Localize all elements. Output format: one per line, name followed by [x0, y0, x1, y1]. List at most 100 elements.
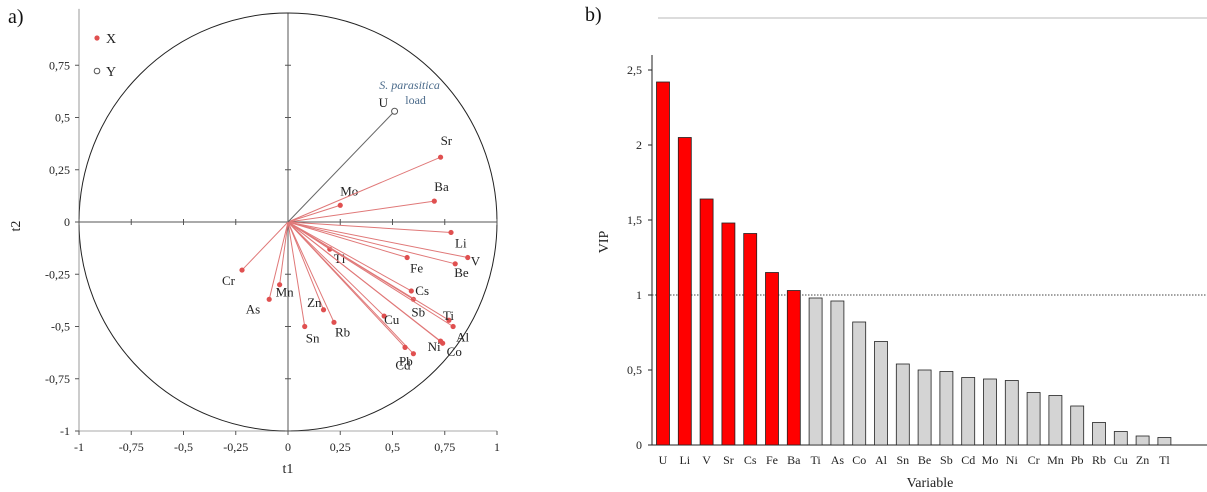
loading-line-cu — [287, 221, 385, 317]
loading-label-cs: Cs — [415, 283, 429, 298]
x-tick-label-v: V — [702, 453, 711, 467]
loading-label-cr: Cr — [222, 273, 236, 288]
loading-label-al: Al — [456, 330, 469, 345]
panel-label-b: b) — [585, 4, 602, 26]
loading-line-u — [287, 110, 395, 223]
panel-label-a: a) — [8, 6, 24, 28]
bar-v — [699, 198, 714, 446]
loading-line-zn — [287, 221, 324, 310]
loading-label-pb: Pb — [399, 353, 413, 368]
bar-as — [830, 300, 845, 446]
y-tick-label: 1,5 — [627, 213, 642, 227]
bar-cd — [961, 377, 976, 446]
x-tick-label: -0,25 — [223, 440, 248, 454]
loading-line-fe — [287, 221, 408, 259]
loading-point-fe — [404, 254, 410, 261]
loading-label-fe: Fe — [410, 261, 423, 276]
bar-ni — [1004, 380, 1019, 446]
x-tick-label-cu: Cu — [1114, 453, 1128, 467]
loading-line-sr — [287, 156, 441, 223]
loading-point-cs — [408, 288, 414, 294]
y-tick-label: 0,5 — [627, 363, 642, 377]
loading-line-ni — [287, 221, 441, 342]
loading-point-mo — [337, 202, 343, 208]
x-tick-label-rb: Rb — [1092, 453, 1106, 467]
x-tick-label-as: As — [831, 453, 845, 467]
legend-marker-x — [94, 35, 100, 41]
loading-point-cd — [410, 351, 416, 357]
x-tick-label: -1 — [74, 440, 84, 454]
bar-mo — [983, 378, 997, 446]
bar-sr — [721, 222, 736, 446]
y-tick-label: -0,25 — [45, 267, 70, 281]
bar-cu — [1113, 431, 1128, 446]
correlation-circle-chart: -1 -0,75 -0,5 -0,25 0 0,25 0,5 0,75 1 0,75 0,5 0,25… — [9, 8, 500, 477]
loading-label-sn: Sn — [306, 331, 320, 346]
y-tick-label: -1 — [60, 424, 70, 438]
x-tick-label-ni: Ni — [1006, 453, 1019, 467]
bar-fe — [765, 272, 779, 446]
loading-line-mn — [279, 221, 289, 285]
loading-label-ba: Ba — [434, 179, 449, 194]
bar-be — [917, 369, 932, 446]
x-tick-label-tl: Tl — [1159, 453, 1170, 467]
x-tick-label: 0,75 — [434, 440, 455, 454]
loading-point-rb — [331, 319, 337, 325]
loading-point-cr — [239, 267, 245, 273]
loading-point-pb — [402, 344, 408, 350]
loading-point-al — [450, 323, 456, 330]
loading-line-as — [268, 221, 289, 300]
loading-label-cu: Cu — [384, 312, 400, 327]
legend-label-y: Y — [106, 65, 116, 80]
x-tick-label: 0,5 — [385, 440, 400, 454]
loading-point-sr — [437, 154, 444, 160]
loading-label-as: As — [246, 301, 260, 316]
y-axis-title: VIP — [597, 231, 612, 254]
x-tick-label-sr: Sr — [723, 453, 734, 467]
loading-label-sb: Sb — [411, 304, 425, 319]
x-tick-label-mn: Mn — [1047, 453, 1064, 467]
loading-point-ni — [437, 338, 444, 344]
bar-al — [874, 341, 888, 446]
x-tick-label-be: Be — [918, 453, 931, 467]
loading-line-pb — [287, 221, 406, 348]
bar-co — [852, 321, 867, 446]
y-tick-label: 2 — [636, 138, 642, 152]
x-tick-label-sb: Sb — [940, 453, 953, 467]
bar-ba — [786, 290, 801, 446]
bar-u — [656, 81, 670, 446]
x-tick-label-ti: Ti — [810, 453, 821, 467]
x-tick-label: 1 — [494, 440, 500, 454]
bar-li — [677, 137, 692, 446]
bar-ti — [808, 297, 823, 446]
legend-label-x: X — [106, 32, 116, 47]
bar-mn — [1048, 395, 1063, 446]
loading-label-rb: Rb — [335, 324, 350, 339]
loading-label-sr: Sr — [441, 133, 453, 148]
loading-label-li: Li — [455, 235, 467, 250]
loading-label-tl: Tl — [334, 251, 346, 266]
y-tick-label: -0,75 — [45, 372, 70, 386]
bar-rb — [1092, 422, 1106, 446]
x-tick-label-pb: Pb — [1071, 453, 1084, 467]
y-tick-label: 0 — [636, 438, 642, 452]
loading-line-v — [287, 221, 468, 259]
x-tick-label-li: Li — [679, 453, 690, 467]
x-axis-title: Variable — [907, 476, 954, 491]
loading-line-mo — [287, 204, 341, 223]
loading-label-u: U — [379, 95, 389, 110]
annotation-line-2: load — [405, 93, 426, 107]
loading-point-v — [465, 254, 471, 261]
x-tick-label: 0,25 — [330, 440, 351, 454]
x-tick-label-zn: Zn — [1136, 453, 1149, 467]
loading-point-cu — [381, 313, 387, 319]
x-tick-label-cs: Cs — [744, 453, 757, 467]
loading-label-ni: Ni — [428, 339, 441, 354]
x-tick-label-u: U — [659, 453, 668, 467]
loading-point-ba — [431, 198, 437, 204]
bar-zn — [1135, 435, 1150, 446]
loading-point-sn — [302, 323, 308, 330]
y-tick-label: 0,75 — [49, 58, 70, 72]
x-axis-title: t1 — [283, 462, 294, 477]
